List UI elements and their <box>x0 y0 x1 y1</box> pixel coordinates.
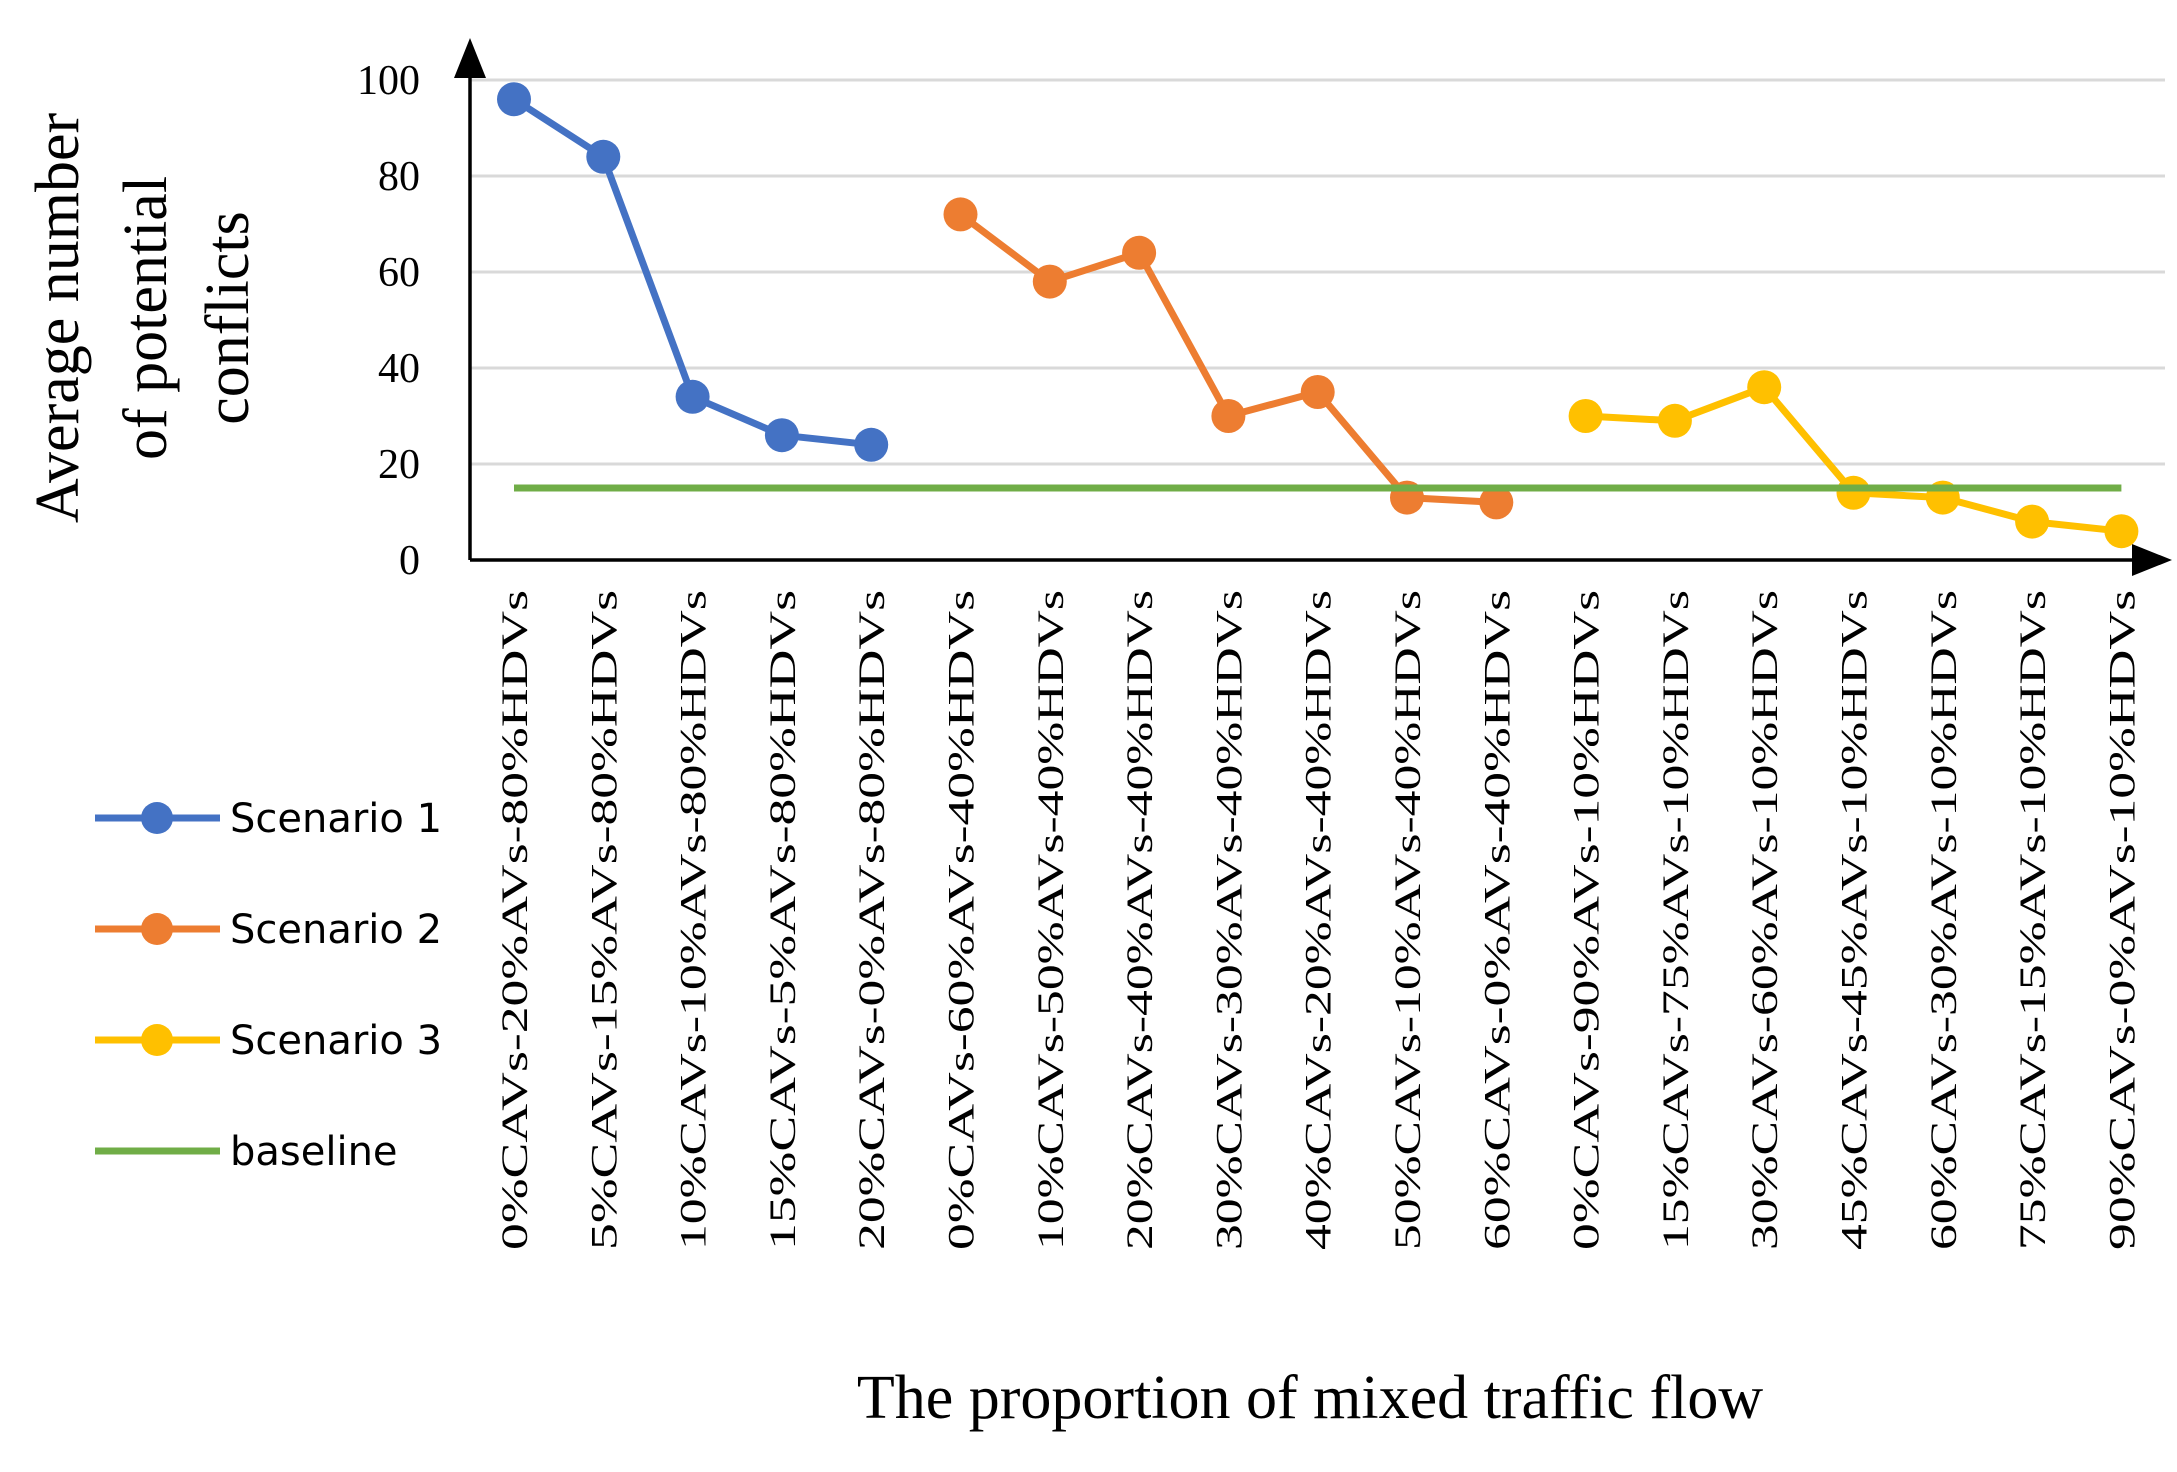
data-point <box>586 139 621 174</box>
data-point <box>2104 514 2139 549</box>
data-point <box>1747 370 1782 405</box>
data-point <box>1032 264 1067 299</box>
legend-item: Scenario 1 <box>95 796 442 842</box>
y-tick-label: 40 <box>378 346 420 392</box>
legend-label: Scenario 1 <box>230 796 442 842</box>
legend-item: Scenario 2 <box>95 907 442 953</box>
legend-marker <box>141 1024 173 1056</box>
y-tick-label: 0 <box>399 538 420 584</box>
gridlines <box>470 78 2165 466</box>
x-tick-label: 75%CAVs-15%AVs-10%HDVs <box>2013 590 2054 1250</box>
x-tick-label: 45%CAVs-45%AVs-10%HDVs <box>1835 590 1876 1250</box>
x-tick-label: 15%CAVs-5%AVs-80%HDVs <box>763 590 804 1250</box>
legend-label: Scenario 3 <box>230 1018 442 1064</box>
x-tick-label: 30%CAVs-30%AVs-40%HDVs <box>1209 590 1250 1250</box>
x-tick-label: 20%CAVs-0%AVs-80%HDVs <box>852 590 893 1250</box>
x-axis-label: The proportion of mixed traffic flow <box>857 1364 1763 1432</box>
legend-label: baseline <box>230 1129 398 1175</box>
y-tick-label: 60 <box>378 250 420 296</box>
x-tick-label: 0%CAVs-60%AVs-40%HDVs <box>942 590 983 1250</box>
data-point <box>943 197 978 232</box>
x-tick-label: 0%CAVs-90%AVs-10%HDVs <box>1567 590 1608 1250</box>
y-axis-label-line: of potential <box>112 176 180 460</box>
data-point <box>1122 235 1157 270</box>
x-tick-label: 20%CAVs-40%AVs-40%HDVs <box>1120 590 1161 1250</box>
data-point <box>497 82 531 117</box>
y-axis-label: Average number of potential conflicts <box>24 113 262 524</box>
legend: Scenario 1 Scenario 2 Scenario 3 baseline <box>95 796 442 1175</box>
data-series <box>497 82 2139 549</box>
y-axis-arrow-icon <box>454 38 486 78</box>
data-point <box>854 427 889 462</box>
data-point <box>675 379 710 414</box>
y-tick-label: 100 <box>357 58 420 104</box>
axes <box>454 38 2172 576</box>
y-axis-label-line: Average number <box>24 113 92 524</box>
series-line <box>958 211 1497 506</box>
x-tick-label: 60%CAVs-30%AVs-10%HDVs <box>1924 590 1965 1250</box>
y-tick-label: 80 <box>378 154 420 200</box>
data-point <box>1568 399 1603 433</box>
series-scenario-2 <box>943 197 1514 520</box>
x-tick-label: 50%CAVs-10%AVs-40%HDVs <box>1388 590 1429 1250</box>
data-point <box>2015 504 2050 539</box>
x-tick-label: 90%CAVs-0%AVs-10%HDVs <box>2102 590 2143 1250</box>
x-tick-label: 5%CAVs-15%AVs-80%HDVs <box>584 590 625 1250</box>
x-tick-label: 10%CAVs-10%AVs-80%HDVs <box>674 590 715 1250</box>
x-tick-label: 0%CAVs-20%AVs-80%HDVs <box>495 590 536 1250</box>
x-tick-label: 10%CAVs-50%AVs-40%HDVs <box>1031 590 1072 1250</box>
data-point <box>764 418 799 453</box>
x-tick-labels: 0%CAVs-20%AVs-80%HDVs 5%CAVs-15%AVs-80%HD… <box>495 590 2143 1250</box>
x-tick-label: 30%CAVs-60%AVs-10%HDVs <box>1745 590 1786 1250</box>
legend-marker <box>141 802 173 834</box>
data-point <box>1479 485 1514 520</box>
data-point <box>1300 375 1335 409</box>
legend-label: Scenario 2 <box>230 907 442 953</box>
y-axis-label-line: conflicts <box>194 211 262 425</box>
data-point <box>1836 475 1871 510</box>
data-point <box>1211 399 1246 433</box>
y-tick-label: 20 <box>378 442 420 488</box>
data-point <box>1657 403 1692 438</box>
x-axis-arrow-icon <box>2132 544 2172 576</box>
x-tick-label: 60%CAVs-0%AVs-40%HDVs <box>1477 590 1518 1250</box>
y-tick-labels: 0 20 40 60 80 100 <box>357 58 420 584</box>
series-scenario-3 <box>1568 370 2139 549</box>
legend-item: baseline <box>95 1129 398 1175</box>
x-tick-label: 15%CAVs-75%AVs-10%HDVs <box>1656 590 1697 1250</box>
x-tick-label: 40%CAVs-20%AVs-40%HDVs <box>1299 590 1340 1250</box>
series-scenario-1 <box>497 82 889 462</box>
legend-item: Scenario 3 <box>95 1018 442 1064</box>
legend-marker <box>141 913 173 945</box>
